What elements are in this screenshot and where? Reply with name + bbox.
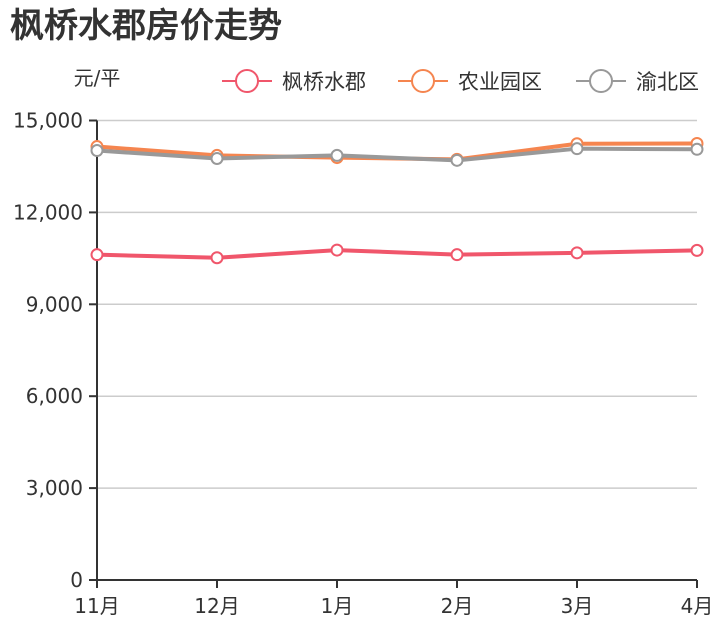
y-axis: 0 3,000 6,000 9,000 12,000 15,000 — [13, 109, 697, 592]
series-3 — [90, 142, 704, 167]
legend-item-3[interactable]: 渝北区 — [576, 69, 699, 94]
legend-label: 枫桥水郡 — [282, 70, 366, 94]
data-point[interactable] — [570, 246, 584, 260]
data-point[interactable] — [90, 144, 104, 158]
legend-circle-icon — [589, 69, 613, 93]
y-tick-label: 12,000 — [13, 200, 83, 224]
y-axis-unit-label: 元/平 — [74, 66, 121, 90]
y-tick-label: 0 — [70, 568, 83, 592]
chart-title: 枫桥水郡房价走势 — [10, 6, 282, 46]
y-tick-label: 9,000 — [26, 292, 83, 316]
legend-item-2[interactable]: 农业园区 — [398, 69, 542, 94]
series-line — [96, 146, 698, 163]
x-tick-label: 12月 — [194, 594, 239, 618]
data-point[interactable] — [690, 142, 704, 156]
data-point[interactable] — [210, 151, 224, 165]
series-2 — [90, 136, 704, 166]
y-tick-label: 6,000 — [26, 384, 83, 408]
data-point[interactable] — [330, 148, 344, 162]
y-tick-label: 3,000 — [26, 476, 83, 500]
legend: 枫桥水郡 农业园区 渝北区 — [222, 69, 699, 94]
x-tick-label: 2月 — [441, 594, 474, 618]
legend-circle-icon — [235, 69, 259, 93]
data-point[interactable] — [90, 248, 104, 262]
y-tick-label: 15,000 — [13, 109, 83, 133]
data-point[interactable] — [450, 153, 464, 167]
series-1 — [90, 243, 704, 265]
series-line — [96, 248, 698, 260]
x-axis: 11月 12月 1月 2月 3月 4月 — [74, 580, 713, 618]
data-point[interactable] — [330, 243, 344, 257]
data-point[interactable] — [450, 248, 464, 262]
data-point[interactable] — [690, 243, 704, 257]
legend-label: 渝北区 — [636, 70, 699, 94]
legend-label: 农业园区 — [458, 70, 542, 94]
legend-circle-icon — [411, 69, 435, 93]
legend-item-1[interactable]: 枫桥水郡 — [222, 69, 366, 94]
x-tick-label: 11月 — [74, 594, 119, 618]
x-tick-label: 3月 — [561, 594, 594, 618]
data-point[interactable] — [210, 251, 224, 265]
x-tick-label: 4月 — [681, 594, 714, 618]
x-tick-label: 1月 — [321, 594, 354, 618]
data-point[interactable] — [570, 142, 584, 156]
